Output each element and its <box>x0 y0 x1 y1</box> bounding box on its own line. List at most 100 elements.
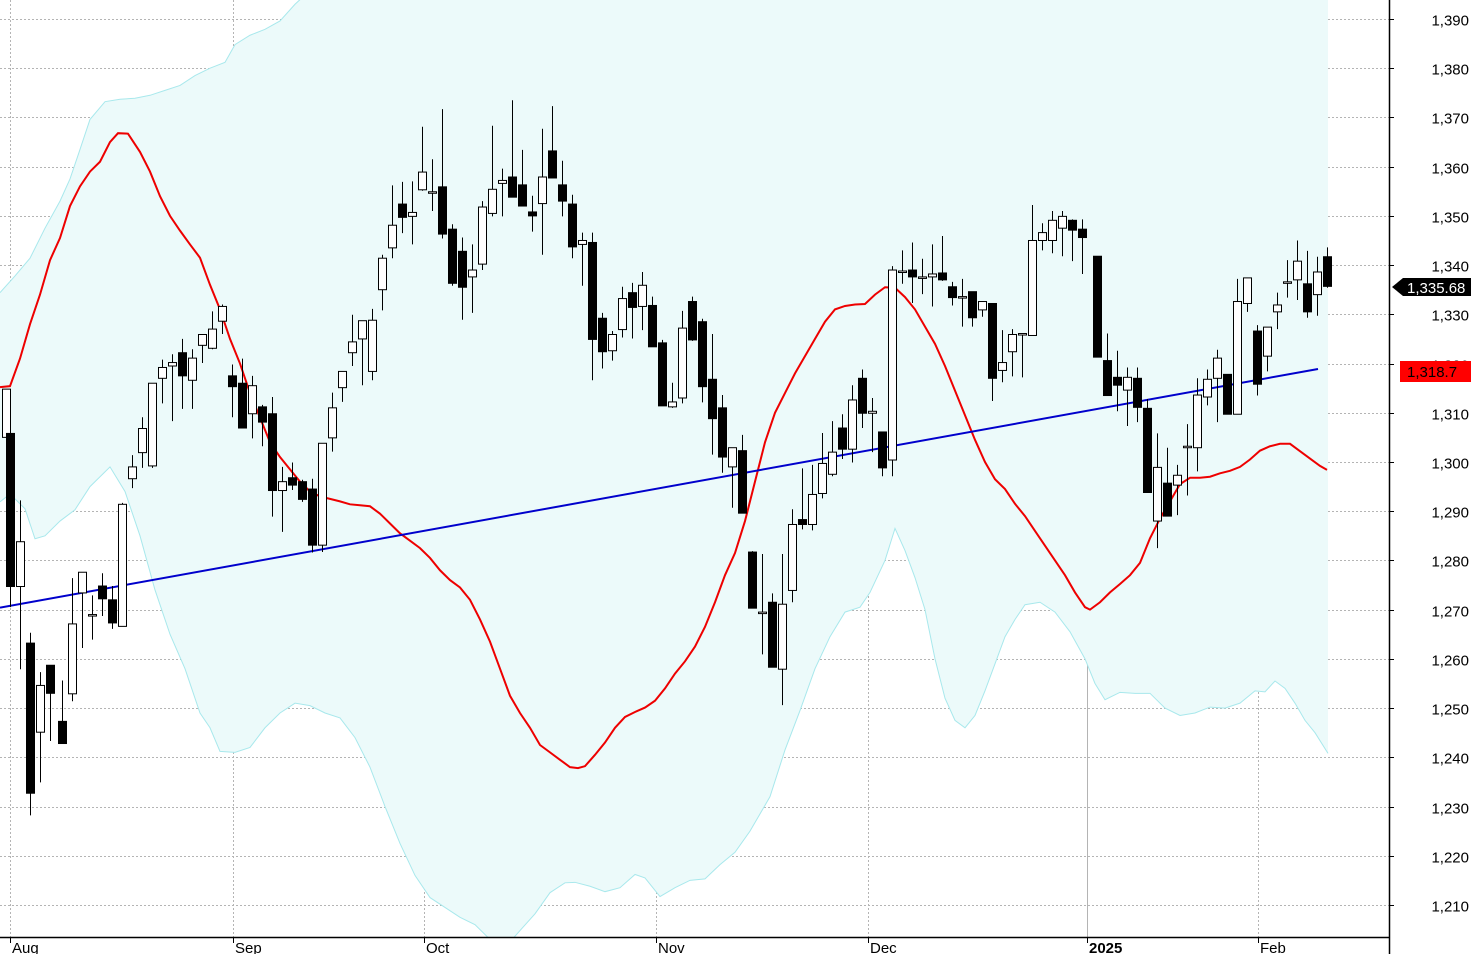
candle <box>338 370 347 402</box>
candle <box>1078 219 1087 274</box>
candle-body-up <box>218 305 227 322</box>
candle-body-up <box>1038 232 1047 241</box>
candle <box>1058 210 1067 257</box>
candle-body-down <box>298 481 307 500</box>
candle <box>1293 240 1302 301</box>
candle-body-down <box>768 601 777 668</box>
candle-body-down <box>98 585 107 600</box>
candle-body-up <box>358 320 367 340</box>
candle <box>88 595 97 640</box>
x-axis-ticks: Aug Sep Oct Nov Dec 2025 Feb <box>10 937 1286 954</box>
candle <box>748 551 757 609</box>
y-tick-label: 1,270 <box>1431 604 1469 621</box>
y-tick-label: 1,250 <box>1431 702 1469 719</box>
candle <box>26 632 35 816</box>
candle <box>588 232 597 381</box>
candle-body-down <box>1143 407 1152 493</box>
candle <box>108 586 117 629</box>
candle-body-up <box>1028 239 1037 336</box>
candle-body-down <box>1068 219 1077 231</box>
candle <box>98 573 107 617</box>
y-tick-label: 1,280 <box>1431 554 1469 571</box>
candle <box>1263 326 1272 372</box>
x-tick-label: Sep <box>235 940 262 954</box>
candle <box>678 310 687 404</box>
candle <box>978 301 987 317</box>
candle <box>998 330 1007 383</box>
candle-body-down <box>858 377 867 414</box>
candle <box>1283 260 1292 298</box>
candle <box>838 414 847 460</box>
candle <box>878 431 887 477</box>
candle-body-down <box>598 317 607 353</box>
candle <box>798 468 807 530</box>
candle-body-up <box>918 276 927 279</box>
candle-body-up <box>1273 304 1282 313</box>
candle-body-up <box>1283 281 1292 284</box>
candle <box>508 100 517 198</box>
candle-body-up <box>888 269 897 461</box>
candle-body-down <box>108 599 117 624</box>
candle <box>538 128 547 255</box>
y-tick-label: 1,370 <box>1431 111 1469 128</box>
y-tick-label: 1,220 <box>1431 850 1469 867</box>
candle <box>238 358 247 429</box>
candle-body-up <box>1203 378 1212 398</box>
trendline[interactable] <box>0 367 1319 609</box>
candle-body-up <box>68 623 77 695</box>
candle <box>58 680 67 745</box>
candle-body-up <box>498 179 507 184</box>
candle <box>46 664 55 742</box>
candle <box>1223 373 1232 415</box>
candle <box>928 244 937 307</box>
candle-body-down <box>908 269 917 278</box>
candle-body-up <box>318 442 327 546</box>
candle <box>16 500 25 670</box>
y-tick-label: 1,340 <box>1431 259 1469 276</box>
candle-body-up <box>198 334 207 346</box>
candle <box>36 672 45 783</box>
candle <box>728 447 737 508</box>
candle-body-down <box>688 301 697 341</box>
candle-body-up <box>1173 474 1182 486</box>
candle-body-down <box>948 286 957 299</box>
candle <box>1213 349 1222 423</box>
candle <box>148 382 157 468</box>
candle-body-up <box>1263 326 1272 357</box>
candle-body-up <box>16 541 25 588</box>
candle-body-down <box>588 241 597 340</box>
candle <box>6 430 15 608</box>
candle-body-up <box>848 399 857 450</box>
candle <box>1153 433 1162 549</box>
y-tick-label: 1,210 <box>1431 899 1469 916</box>
candle <box>988 302 997 401</box>
candle <box>1243 277 1252 312</box>
candle-body-up <box>368 319 377 372</box>
candle <box>68 578 77 702</box>
candle <box>348 314 357 367</box>
candle-body-down <box>458 250 467 288</box>
candle <box>788 509 797 603</box>
y-tick-label: 1,350 <box>1431 210 1469 227</box>
candle <box>698 318 707 403</box>
last-price-label: 1,335.68 <box>1407 280 1465 297</box>
candle-body-down <box>26 642 35 794</box>
candle-body-up <box>1123 376 1132 391</box>
candle-body-up <box>348 341 357 354</box>
candle-body-down <box>838 427 847 450</box>
candle-body-down <box>1223 373 1232 415</box>
candle-body-down <box>1078 228 1087 239</box>
candle <box>268 397 277 517</box>
candle <box>608 331 617 361</box>
candle-body-up <box>168 362 177 367</box>
candle-body-up <box>188 357 197 381</box>
candle <box>668 382 677 408</box>
candle <box>808 464 817 531</box>
candle <box>368 308 377 381</box>
candle-body-down <box>988 302 997 379</box>
candle-body-down <box>548 150 557 179</box>
trendline-segment[interactable] <box>0 367 1319 609</box>
candle-body-up <box>818 462 827 494</box>
candle-body-up <box>1018 333 1027 336</box>
candle <box>1313 256 1322 316</box>
